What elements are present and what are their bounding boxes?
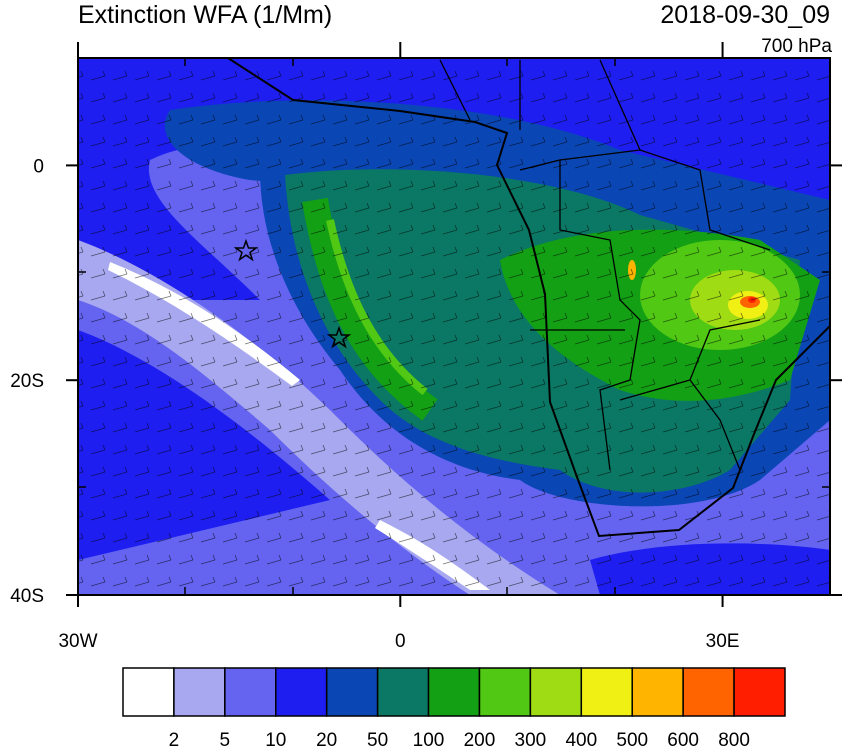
- y-tick-label: 40S: [10, 586, 44, 607]
- colorbar-label: 20: [316, 730, 337, 750]
- colorbar-box: [478, 667, 532, 717]
- site-star: [326, 325, 352, 349]
- colorbar-label: 100: [413, 730, 445, 750]
- coastline: [227, 58, 830, 538]
- minor-ticks: [78, 58, 830, 595]
- colorbar-label: 200: [464, 730, 496, 750]
- colorbar-label: 400: [565, 730, 597, 750]
- y-tick-label: 0: [33, 156, 44, 177]
- colorbar-box: [275, 667, 328, 717]
- colorbar-label: 5: [220, 730, 231, 750]
- colorbar-box: [173, 667, 226, 717]
- colorbar-label: 500: [616, 730, 648, 750]
- colorbar-box: [580, 667, 633, 717]
- map-field: [78, 58, 830, 595]
- x-tick-label: 30E: [706, 631, 740, 652]
- colorbar-box: [376, 667, 430, 717]
- level: 700 hPa: [761, 36, 832, 57]
- borders: [439, 59, 771, 471]
- map-frame: [77, 57, 831, 596]
- wind-barbs: [78, 58, 830, 595]
- colorbar-label: 300: [515, 730, 547, 750]
- colorbar-label: 50: [367, 730, 388, 750]
- colorbar-label: 800: [718, 730, 750, 750]
- colorbar-box: [224, 667, 277, 717]
- colorbar-label: 600: [667, 730, 699, 750]
- date: 2018-09-30_09: [660, 1, 830, 29]
- colorbar-box: [733, 667, 786, 717]
- colorbar: 2 5 10 20 50 100 200 300 400 500 600 800: [122, 667, 786, 751]
- colorbar-label: 2: [169, 730, 180, 750]
- colorbar-label: 10: [265, 730, 286, 750]
- title: Extinction WFA (1/Mm): [78, 1, 332, 29]
- colorbar-box: [427, 667, 481, 717]
- x-tick-label: 0: [395, 631, 406, 652]
- y-tick-label: 20S: [10, 371, 44, 392]
- site-star: [233, 238, 259, 262]
- colorbar-box: [682, 667, 735, 717]
- colorbar-box: [631, 667, 684, 717]
- x-tick-label: 30W: [58, 631, 97, 652]
- colorbar-box: [529, 667, 583, 717]
- colorbar-box: [325, 667, 379, 717]
- colorbar-box: [122, 667, 175, 717]
